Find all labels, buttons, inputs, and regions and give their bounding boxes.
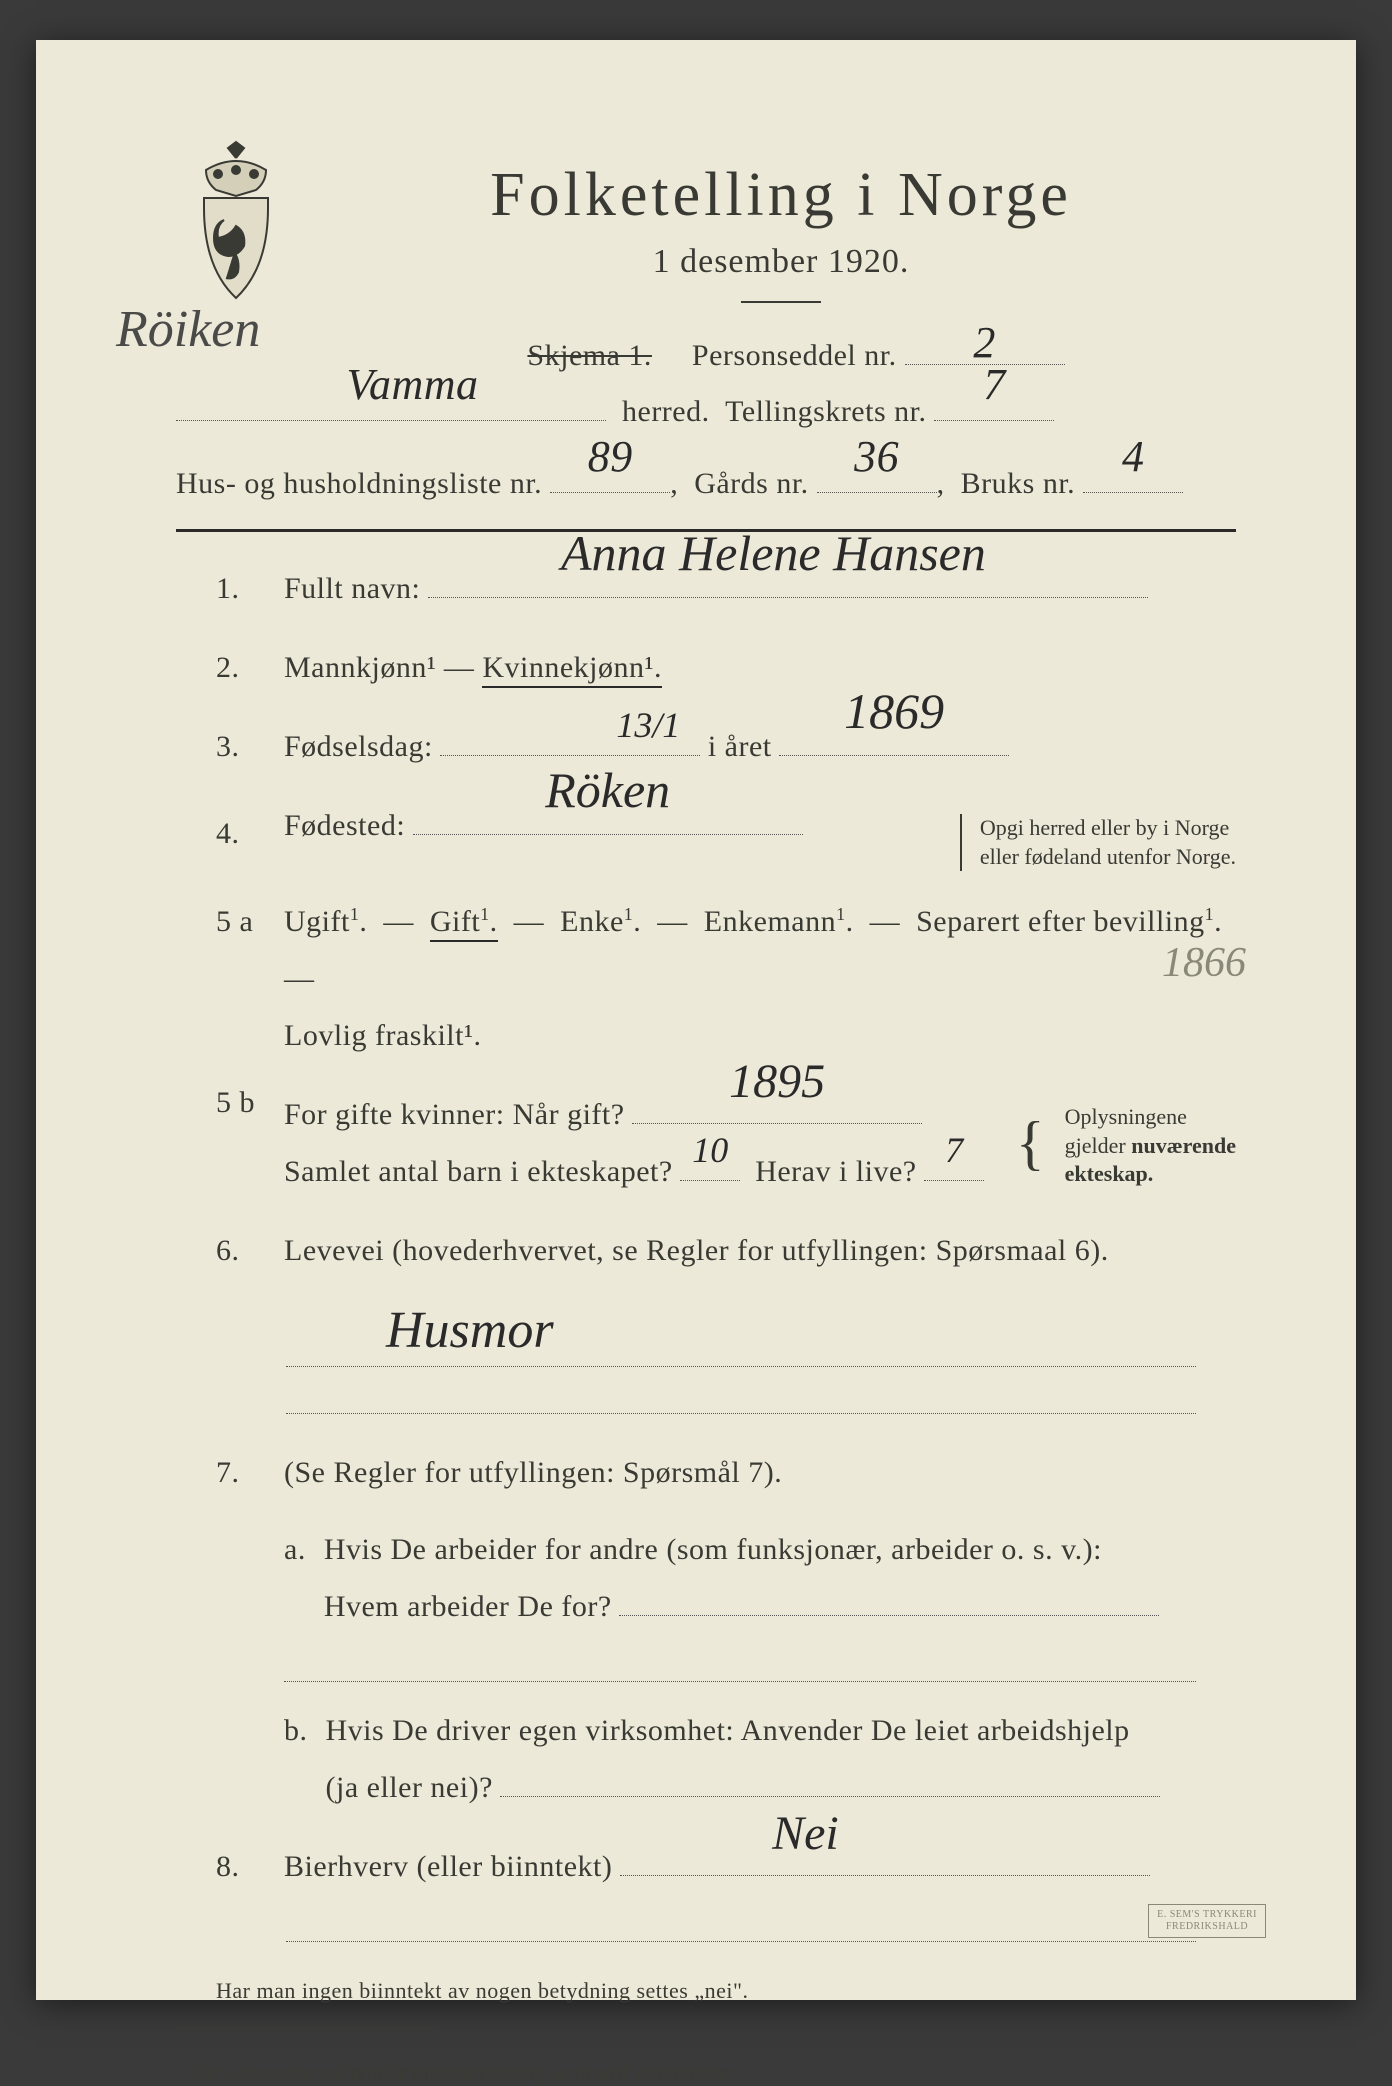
q3-mid: i året [708,730,772,763]
census-form-page: Röiken Folketelling i Norge 1 desember 1… [36,40,1356,2000]
q1: 1. Fullt navn: Anna Helene Hansen [216,560,1236,617]
q7-label: (Se Regler for utfyllingen: Spørsmål 7). [284,1456,782,1489]
title-block: Folketelling i Norge 1 desember 1920. [326,150,1236,331]
bruks-nr: 4 [1122,417,1145,496]
q5b-note-l2: gjelder nuværende [1065,1133,1236,1158]
page-subtitle: 1 desember 1920. [326,243,1236,281]
footer-note: Har man ingen biinntekt av nogen betydni… [216,1978,1236,2004]
q5a: 5 a Ugift1. — Gift1. — Enke1. — Enkemann… [216,893,1236,1064]
q5b-children: 10 [692,1116,728,1184]
skjema-row: Skjema 1. Personseddel nr. 2 [356,339,1236,373]
q3-year: 1869 [844,664,944,759]
q7a-l1: Hvis De arbeider for andre (som funksjon… [324,1533,1102,1566]
herred-value: Vamma [346,345,478,424]
gards-label: Gårds nr. [694,467,808,500]
q6-num: 6. [216,1234,266,1268]
q5b-l2b: Herav i live? [755,1155,916,1188]
q4-note-l2: eller fødeland utenfor Norge. [980,844,1236,869]
q5a-line2: Lovlig fraskilt¹. [284,1019,481,1052]
pencil-1866: 1866 [1162,939,1246,987]
q7b-label: b. [284,1702,308,1816]
q7a-label: a. [284,1521,306,1635]
q2: 2. Mannkjønn¹ — Kvinnekjønn¹. [216,639,1236,696]
printer-stamp: E. SEM'S TRYKKERI FREDRIKSHALD [1148,1904,1266,1938]
stamp-l2: FREDRIKSHALD [1166,1921,1248,1932]
brace-icon: { [1016,1116,1045,1170]
q5b-year: 1895 [729,1036,825,1127]
q1-label: Fullt navn: [284,572,420,605]
q5b-l1a: For gifte kvinner: Når gift? [284,1098,625,1131]
stamp-l1: E. SEM'S TRYKKERI [1157,1909,1257,1920]
q4-value: Röken [545,743,670,838]
title-divider [741,301,821,303]
coat-of-arms-icon [176,140,296,310]
q5b-note-l3: ekteskap. [1065,1161,1154,1186]
q8-label: Bierhverv (eller biinntekt) [284,1850,612,1883]
q2-mann: Mannkjønn¹ [284,651,436,684]
q6-rule1 [286,1366,1196,1367]
q4-num: 4. [216,817,266,851]
herred-row: Vamma herred. Tellingskrets nr. 7 [176,385,1236,439]
personseddel-label: Personseddel nr. [692,339,897,372]
q1-num: 1. [216,572,266,606]
q6-value-row: Husmor [386,1301,1236,1360]
q7b-l2: (ja eller nei)? [326,1771,493,1804]
q6-label: Levevei (hovederhvervet, se Regler for u… [284,1234,1109,1267]
q2-num: 2. [216,651,266,685]
q5b: 5 b For gifte kvinner: Når gift? 1895 Sa… [216,1086,1236,1200]
q4-note: Opgi herred eller by i Norge eller fødel… [960,814,1236,871]
q2-kvinne: Kvinnekjønn¹. [482,651,662,688]
q3-num: 3. [216,730,266,764]
q7a-l2: Hvem arbeider De for? [324,1590,612,1623]
margin-annotation-roiken: Röiken [116,300,260,359]
husliste-nr: 89 [588,417,633,496]
q5b-alive: 7 [945,1116,963,1184]
hus-row: Hus- og husholdningsliste nr. 89 , Gårds… [176,457,1236,511]
footnote-rule [176,2028,436,2029]
q6-rule2 [286,1413,1196,1414]
q7-num: 7. [216,1456,266,1490]
q2-dash: — [444,651,483,684]
page-title: Folketelling i Norge [326,160,1236,231]
husliste-label: Hus- og husholdningsliste nr. [176,467,542,500]
q5a-opts: Ugift1. — Gift1. — Enke1. — Enkemann1. —… [284,905,1230,995]
q4-note-l1: Opgi herred eller by i Norge [980,815,1229,840]
skjema-label: Skjema 1. [527,339,652,372]
q7b-l1: Hvis De driver egen virksomhet: Anvender… [326,1714,1130,1747]
q6: 6. Levevei (hovederhvervet, se Regler fo… [216,1222,1236,1279]
footnote: 1 Her kan svares ved tydelig understrekn… [176,2049,1236,2086]
q5a-num: 5 a [216,905,266,939]
header: Folketelling i Norge 1 desember 1920. [176,150,1236,331]
q1-value: Anna Helene Hansen [561,506,986,601]
q5b-note-l1: Oplysningene [1065,1104,1187,1129]
q8: 8. Bierhverv (eller biinntekt) Nei [216,1838,1236,1895]
tellingskrets-nr: 7 [983,345,1006,424]
q7a-rule [284,1681,1196,1682]
q5b-num: 5 b [216,1086,266,1120]
q4: 4. Fødested: Röken Opgi herred eller by … [216,797,1236,871]
q3: 3. Fødselsdag: 13/1 i året 1869 [216,718,1236,775]
q5b-note: Oplysningene gjelder nuværende ekteskap. [1065,1103,1236,1189]
herred-label: herred. [622,395,710,428]
q7: 7. (Se Regler for utfyllingen: Spørsmål … [216,1444,1236,1816]
q4-label: Fødested: [284,809,405,842]
q5b-l2a: Samlet antal barn i ekteskapet? [284,1155,673,1188]
q3-label: Fødselsdag: [284,730,433,763]
q8-num: 8. [216,1850,266,1884]
q6-value: Husmor [386,1302,554,1359]
bruks-label: Bruks nr. [961,467,1076,500]
q8-rule [286,1941,1196,1942]
gards-nr: 36 [854,417,899,496]
q8-value: Nei [772,1788,839,1879]
